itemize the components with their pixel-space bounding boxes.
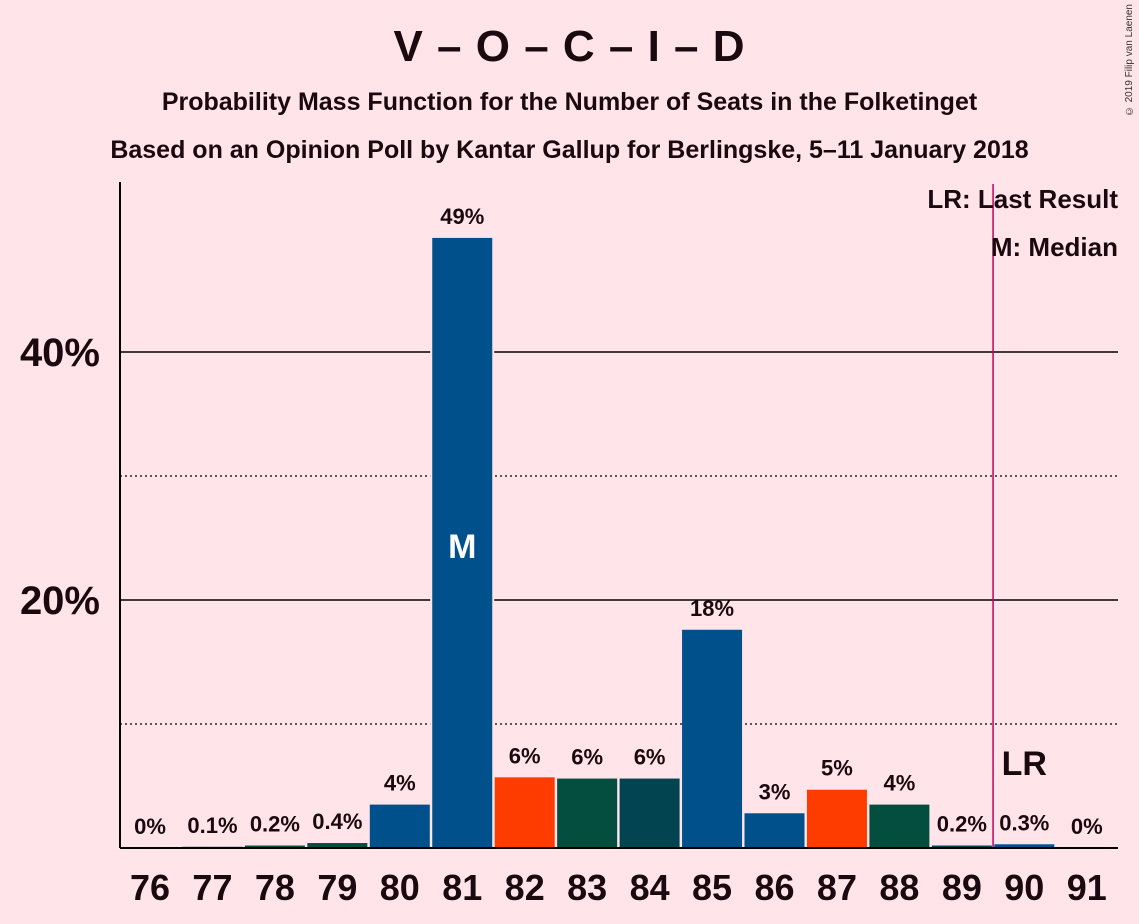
legend-median: M: Median	[990, 232, 1118, 262]
bar-value-label: 49%	[440, 204, 484, 229]
y-tick-label: 40%	[20, 331, 100, 375]
x-tick-label: 78	[255, 867, 295, 908]
y-tick-label: 20%	[20, 579, 100, 623]
bar-seat-79	[307, 843, 368, 848]
bar-seat-90	[994, 844, 1055, 848]
x-tick-label: 86	[754, 867, 794, 908]
bar-seat-81	[432, 237, 493, 849]
bar-seat-82	[494, 777, 555, 848]
x-tick-label: 82	[505, 867, 545, 908]
x-tick-label: 76	[130, 867, 170, 908]
bar-seat-85	[682, 629, 743, 848]
legend-last-result: LR: Last Result	[927, 184, 1118, 214]
bar-value-label: 0.4%	[312, 809, 362, 834]
bar-seat-78	[244, 845, 305, 848]
x-tick-label: 84	[630, 867, 670, 908]
bar-value-label: 4%	[384, 771, 416, 796]
x-tick-label: 90	[1004, 867, 1044, 908]
last-result-marker: LR	[1002, 745, 1047, 783]
bar-value-label: 4%	[884, 771, 916, 796]
bar-seat-89	[931, 845, 992, 848]
x-tick-label: 89	[942, 867, 982, 908]
bar-value-label: 6%	[634, 745, 666, 770]
x-tick-label: 88	[879, 867, 919, 908]
x-tick-label: 87	[817, 867, 857, 908]
bar-value-label: 0.3%	[999, 810, 1049, 835]
bar-seat-88	[869, 804, 930, 848]
x-tick-label: 77	[192, 867, 232, 908]
bar-seat-80	[369, 804, 430, 848]
bar-value-label: 0.2%	[937, 812, 987, 837]
bar-value-label: 3%	[759, 779, 791, 804]
bar-seat-84	[619, 778, 680, 848]
bar-value-label: 0%	[1071, 814, 1103, 839]
x-tick-label: 91	[1067, 867, 1107, 908]
x-tick-label: 79	[317, 867, 357, 908]
x-tick-label: 83	[567, 867, 607, 908]
bar-seat-83	[557, 778, 618, 848]
bar-value-label: 6%	[571, 745, 603, 770]
bar-value-label: 0.2%	[250, 812, 300, 837]
bar-value-label: 0.1%	[187, 813, 237, 838]
chart-title: V – O – C – I – D	[393, 22, 746, 71]
chart-source: Based on an Opinion Poll by Kantar Gallu…	[110, 136, 1029, 164]
bar-value-label: 5%	[821, 756, 853, 781]
bar-seat-87	[806, 789, 867, 848]
bar-seat-86	[744, 813, 805, 848]
bar-value-label: 6%	[509, 743, 541, 768]
x-tick-label: 80	[380, 867, 420, 908]
median-marker: M	[448, 528, 476, 566]
chart-subtitle: Probability Mass Function for the Number…	[161, 88, 978, 116]
x-tick-label: 85	[692, 867, 732, 908]
x-tick-label: 81	[442, 867, 482, 908]
bar-value-label: 18%	[690, 596, 734, 621]
bar-value-label: 0%	[134, 814, 166, 839]
